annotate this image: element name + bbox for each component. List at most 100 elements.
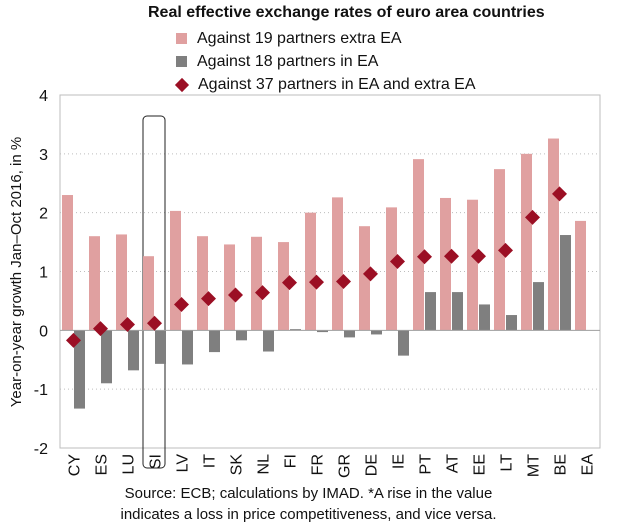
bar-fr-series-2 xyxy=(317,330,328,333)
marker-lt xyxy=(498,242,513,258)
marker-mt xyxy=(525,209,540,225)
bar-ee-series-1 xyxy=(467,199,478,331)
bar-ea-series-1 xyxy=(575,220,586,331)
bar-lu-series-2 xyxy=(128,330,139,371)
y-tick-label: 1 xyxy=(39,265,48,282)
x-tick-label: CY xyxy=(67,454,84,477)
bar-it-series-1 xyxy=(197,236,208,331)
bar-gr-series-2 xyxy=(344,330,355,338)
x-tick-label: GR xyxy=(337,454,354,478)
bar-mt-series-1 xyxy=(521,153,532,331)
source-note-line-1: Source: ECB; calculations by IMAD. *A ri… xyxy=(124,485,493,502)
y-axis-label: Year-on-year growth Jan–Oct 2016, in % xyxy=(8,136,25,408)
legend-item-series-2: Against 18 partners in EA xyxy=(176,50,476,73)
bar-pt-series-1 xyxy=(413,159,424,331)
bar-lu-series-1 xyxy=(116,234,127,331)
x-tick-label: FI xyxy=(283,454,300,468)
marker-lv xyxy=(174,296,189,312)
legend-swatch-series-1 xyxy=(176,33,187,44)
bar-nl-series-2 xyxy=(263,330,274,352)
legend-marker-series-3 xyxy=(174,77,190,92)
bar-ie-series-2 xyxy=(398,330,409,356)
marker-sk xyxy=(228,287,243,303)
marker-lu xyxy=(120,316,135,332)
marker-gr xyxy=(336,274,351,290)
x-tick-label: SI xyxy=(148,454,165,469)
bar-sk-series-2 xyxy=(236,330,247,341)
marker-de xyxy=(363,266,378,282)
bar-si-series-1 xyxy=(143,256,154,331)
legend-item-series-1: Against 19 partners extra EA xyxy=(176,27,476,50)
x-tick-label: IE xyxy=(391,454,408,469)
x-tick-label: LU xyxy=(121,454,138,474)
bar-es-series-1 xyxy=(89,236,100,331)
bar-be-series-2 xyxy=(560,235,571,331)
x-tick-label: FR xyxy=(310,454,327,475)
x-tick-label: NL xyxy=(256,454,273,475)
legend-swatch-series-2 xyxy=(176,56,187,67)
x-tick-label: LT xyxy=(499,454,516,472)
legend-label-series-1: Against 19 partners extra EA xyxy=(197,29,402,47)
bar-lv-series-1 xyxy=(170,210,181,331)
marker-ie xyxy=(390,253,405,269)
marker-cy xyxy=(66,332,81,348)
bar-at-series-1 xyxy=(440,197,451,331)
bar-fr-series-1 xyxy=(305,212,316,331)
marker-es xyxy=(93,321,108,337)
bar-nl-series-1 xyxy=(251,236,262,331)
bar-it-series-2 xyxy=(209,330,220,353)
x-tick-label: ES xyxy=(94,454,111,475)
bar-de-series-1 xyxy=(359,226,370,331)
marker-be xyxy=(552,186,567,202)
legend: Against 19 partners extra EA Against 18 … xyxy=(174,27,476,96)
marker-at xyxy=(444,248,459,264)
bar-cy-series-1 xyxy=(62,195,73,331)
x-tick-label: MT xyxy=(526,454,543,477)
bar-gr-series-1 xyxy=(332,197,343,331)
source-note-line-2: indicates a loss in price competitivenes… xyxy=(120,506,497,523)
marker-si xyxy=(147,315,162,331)
legend-label-series-3: Against 37 partners in EA and extra EA xyxy=(198,75,476,93)
x-tick-label: EA xyxy=(580,454,597,476)
marker-it xyxy=(201,291,216,307)
bar-fi-series-2 xyxy=(290,329,301,331)
bar-be-series-1 xyxy=(548,138,559,331)
bar-si-series-2 xyxy=(155,330,166,364)
plot-frame xyxy=(59,94,601,449)
marker-pt xyxy=(417,249,432,265)
bar-pt-series-2 xyxy=(425,292,436,331)
bar-at-series-2 xyxy=(452,292,463,331)
y-tick-label: 2 xyxy=(39,206,48,223)
x-tick-label: BE xyxy=(553,454,570,475)
bar-sk-series-1 xyxy=(224,244,235,331)
x-tick-label: DE xyxy=(364,454,381,476)
y-tick-label: 3 xyxy=(39,147,48,164)
legend-label-series-2: Against 18 partners in EA xyxy=(197,52,379,70)
legend-item-series-3: Against 37 partners in EA and extra EA xyxy=(174,73,476,96)
bar-ie-series-1 xyxy=(386,207,397,331)
x-tick-label: AT xyxy=(445,454,462,473)
x-tick-label: PT xyxy=(418,454,435,475)
bar-lt-series-2 xyxy=(506,315,517,331)
y-tick-label: -1 xyxy=(34,382,48,399)
chart-title: Real effective exchange rates of euro ar… xyxy=(148,4,545,21)
bar-ee-series-2 xyxy=(479,304,490,331)
marker-nl xyxy=(255,285,270,301)
y-tick-label: -2 xyxy=(34,441,48,458)
y-tick-label: 0 xyxy=(39,323,48,340)
bar-es-series-2 xyxy=(101,330,112,384)
bar-mt-series-2 xyxy=(533,282,544,331)
bar-cy-series-2 xyxy=(74,330,85,409)
x-tick-label: IT xyxy=(202,454,219,468)
x-tick-label: EE xyxy=(472,454,489,475)
marker-fi xyxy=(282,275,297,291)
bar-de-series-2 xyxy=(371,330,382,335)
marker-ee xyxy=(471,248,486,264)
x-tick-label: SK xyxy=(229,454,246,476)
bar-lv-series-2 xyxy=(182,330,193,365)
marker-fr xyxy=(309,274,324,290)
x-tick-label: LV xyxy=(175,454,192,473)
y-tick-label: 4 xyxy=(39,88,48,105)
bar-fi-series-1 xyxy=(278,242,289,331)
